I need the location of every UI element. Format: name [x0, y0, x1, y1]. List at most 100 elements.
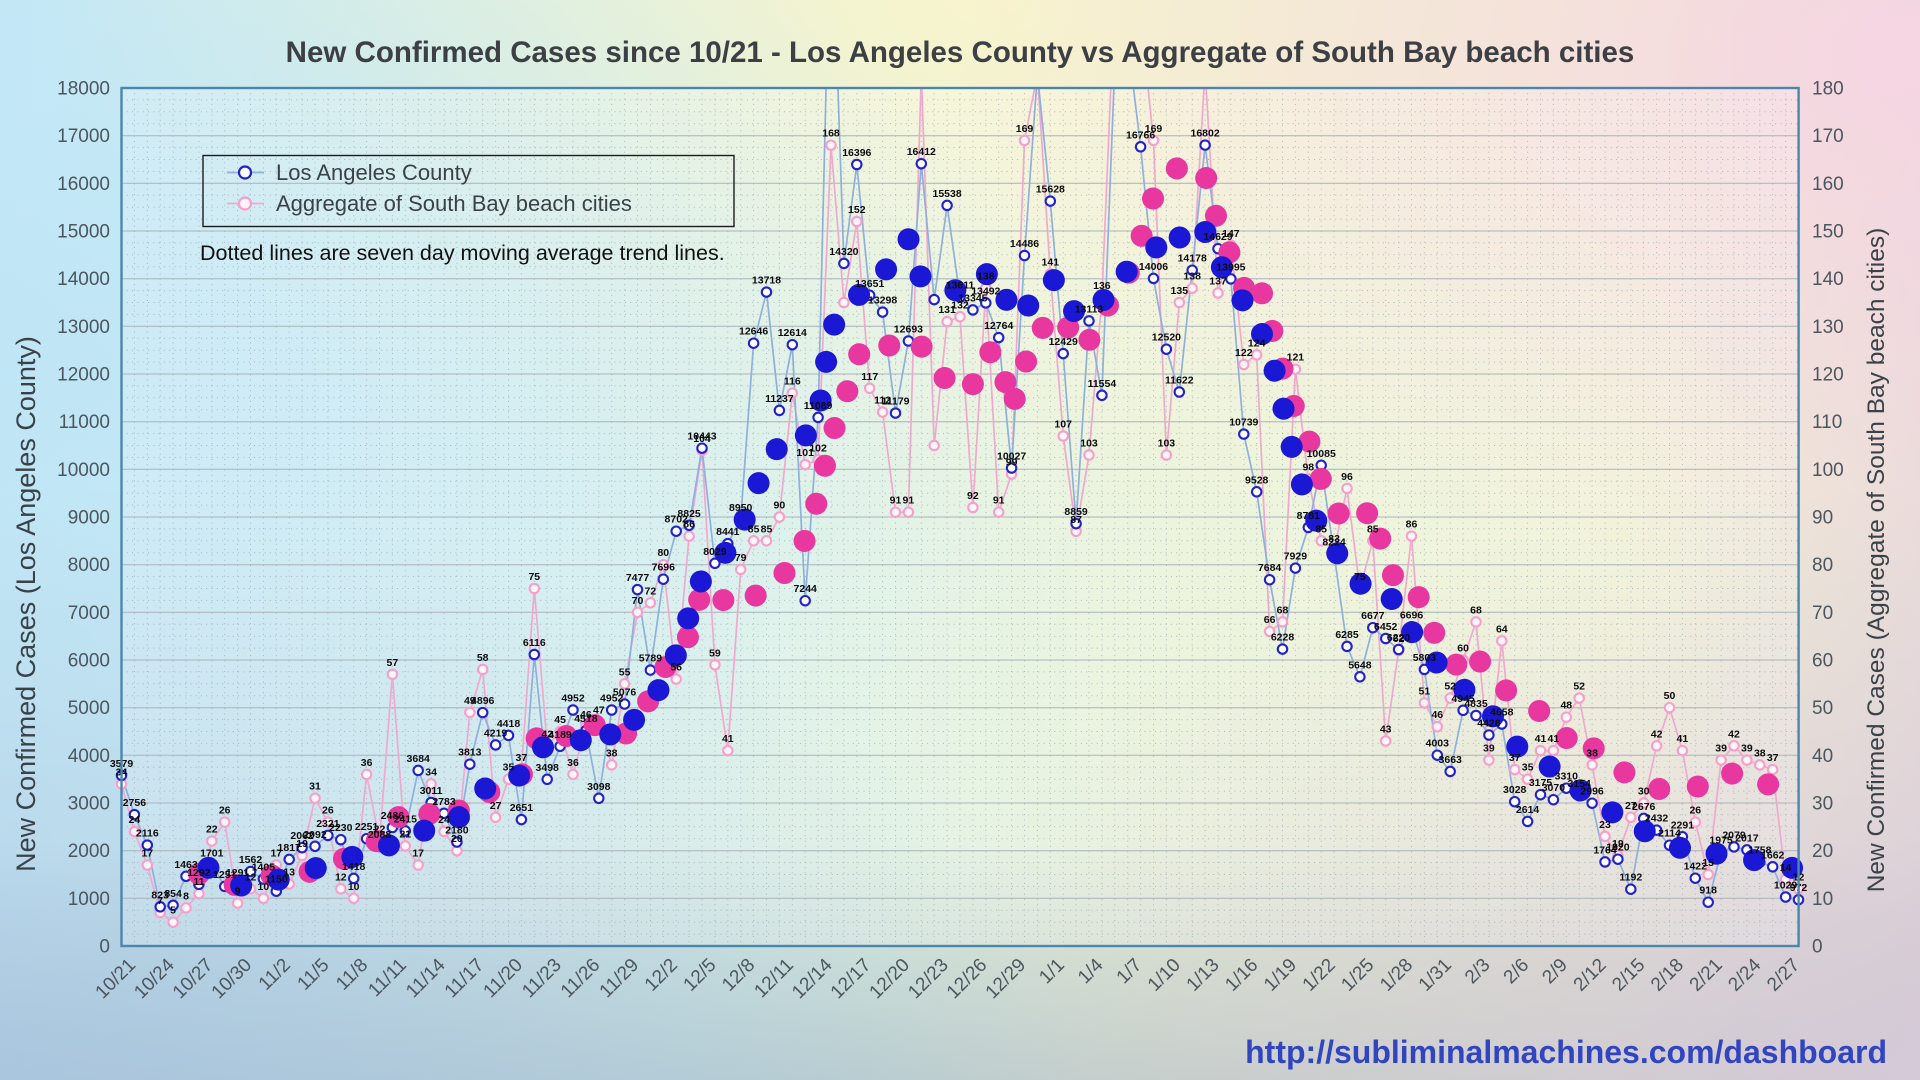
- svg-text:121: 121: [1287, 352, 1305, 364]
- svg-text:147: 147: [1222, 228, 1240, 240]
- svg-text:12: 12: [245, 871, 257, 883]
- svg-text:13611: 13611: [946, 280, 975, 292]
- svg-text:17: 17: [412, 848, 424, 860]
- svg-text:14006: 14006: [1139, 261, 1168, 273]
- svg-text:4219: 4219: [484, 727, 508, 739]
- svg-text:2783: 2783: [432, 796, 456, 808]
- svg-text:2092: 2092: [303, 829, 327, 841]
- svg-text:http://subliminalmachines.com/: http://subliminalmachines.com/dashboard: [1245, 1034, 1887, 1070]
- svg-text:60: 60: [1812, 651, 1833, 672]
- svg-text:72: 72: [645, 585, 657, 597]
- svg-text:46: 46: [1431, 709, 1443, 721]
- svg-text:68: 68: [1277, 604, 1289, 616]
- svg-text:8781: 8781: [1297, 510, 1321, 522]
- svg-text:854: 854: [164, 888, 182, 900]
- svg-text:2415: 2415: [394, 813, 418, 825]
- svg-text:9: 9: [235, 886, 241, 898]
- svg-text:10: 10: [1812, 889, 1833, 910]
- svg-text:22: 22: [206, 824, 218, 836]
- svg-text:41: 41: [722, 733, 734, 745]
- svg-text:103: 103: [1158, 438, 1176, 450]
- svg-text:13718: 13718: [752, 275, 781, 287]
- svg-text:136: 136: [1093, 280, 1111, 292]
- svg-text:6000: 6000: [68, 651, 110, 672]
- svg-text:169: 169: [1016, 123, 1034, 135]
- svg-text:918: 918: [1699, 885, 1717, 897]
- svg-text:91: 91: [890, 495, 902, 507]
- svg-text:45: 45: [554, 714, 566, 726]
- svg-text:41: 41: [1677, 733, 1689, 745]
- svg-text:7477: 7477: [626, 572, 650, 584]
- svg-text:107: 107: [1054, 419, 1072, 431]
- svg-text:38: 38: [1754, 747, 1766, 759]
- svg-text:1820: 1820: [1606, 842, 1630, 854]
- svg-text:38: 38: [606, 747, 618, 759]
- svg-text:3000: 3000: [68, 794, 110, 815]
- svg-text:9528: 9528: [1245, 474, 1269, 486]
- svg-text:4835: 4835: [1464, 698, 1488, 710]
- svg-text:39: 39: [1483, 743, 1495, 755]
- svg-text:85: 85: [1367, 523, 1379, 535]
- svg-text:7000: 7000: [68, 603, 110, 624]
- svg-text:823: 823: [151, 889, 169, 901]
- svg-text:52: 52: [1444, 681, 1456, 693]
- svg-text:2756: 2756: [123, 797, 147, 809]
- svg-text:8029: 8029: [703, 546, 727, 558]
- svg-text:85: 85: [761, 523, 773, 535]
- svg-text:2486: 2486: [381, 810, 405, 822]
- svg-text:27: 27: [1625, 800, 1637, 812]
- svg-text:132: 132: [951, 299, 969, 311]
- svg-text:2180: 2180: [445, 825, 469, 837]
- svg-text:41: 41: [1535, 733, 1547, 745]
- svg-text:48: 48: [1560, 700, 1572, 712]
- svg-text:2651: 2651: [510, 802, 534, 814]
- svg-text:116: 116: [784, 376, 801, 388]
- svg-text:4189: 4189: [548, 729, 572, 741]
- svg-text:2432: 2432: [1645, 813, 1669, 825]
- svg-text:42: 42: [1728, 728, 1740, 740]
- svg-text:6116: 6116: [523, 637, 546, 649]
- svg-text:1418: 1418: [342, 861, 366, 873]
- svg-text:13345: 13345: [958, 292, 987, 304]
- svg-text:4896: 4896: [471, 695, 495, 707]
- svg-text:4952: 4952: [561, 693, 585, 705]
- svg-text:135: 135: [1171, 285, 1189, 297]
- svg-text:3175: 3175: [1529, 777, 1553, 789]
- svg-text:8224: 8224: [1322, 537, 1346, 549]
- svg-text:2996: 2996: [1580, 786, 1604, 798]
- svg-text:1764: 1764: [1593, 844, 1617, 856]
- svg-text:16000: 16000: [57, 174, 110, 195]
- svg-text:3498: 3498: [536, 762, 560, 774]
- svg-text:1029: 1029: [1774, 880, 1798, 892]
- svg-text:2321: 2321: [316, 818, 340, 830]
- svg-text:10085: 10085: [1307, 448, 1336, 460]
- svg-text:17000: 17000: [57, 126, 110, 147]
- svg-text:1758: 1758: [1748, 845, 1772, 857]
- svg-text:13: 13: [283, 867, 295, 879]
- svg-text:10027: 10027: [997, 451, 1026, 463]
- svg-text:3310: 3310: [1555, 771, 1579, 783]
- svg-text:14486: 14486: [1010, 238, 1039, 250]
- svg-text:13113: 13113: [1075, 303, 1104, 315]
- svg-text:35: 35: [503, 762, 515, 774]
- svg-text:1291: 1291: [226, 867, 250, 879]
- svg-text:New Confirmed Cases since 10/2: New Confirmed Cases since 10/21 - Los An…: [286, 36, 1635, 69]
- svg-text:12: 12: [335, 871, 347, 883]
- svg-text:91: 91: [903, 495, 915, 507]
- svg-text:1292: 1292: [187, 867, 211, 879]
- svg-text:8825: 8825: [677, 508, 701, 520]
- svg-text:7244: 7244: [794, 583, 818, 595]
- svg-text:8859: 8859: [1064, 506, 1088, 518]
- svg-text:104: 104: [693, 433, 711, 445]
- svg-text:20: 20: [451, 833, 463, 845]
- svg-text:51: 51: [1419, 685, 1431, 697]
- svg-text:26: 26: [322, 805, 334, 817]
- svg-text:3028: 3028: [1503, 784, 1527, 796]
- svg-text:10: 10: [348, 881, 360, 893]
- svg-text:31: 31: [309, 781, 321, 793]
- svg-text:36: 36: [567, 757, 579, 769]
- svg-text:30: 30: [1638, 786, 1650, 798]
- svg-text:85: 85: [1315, 523, 1327, 535]
- svg-text:6677: 6677: [1361, 610, 1385, 622]
- svg-text:79: 79: [735, 552, 747, 564]
